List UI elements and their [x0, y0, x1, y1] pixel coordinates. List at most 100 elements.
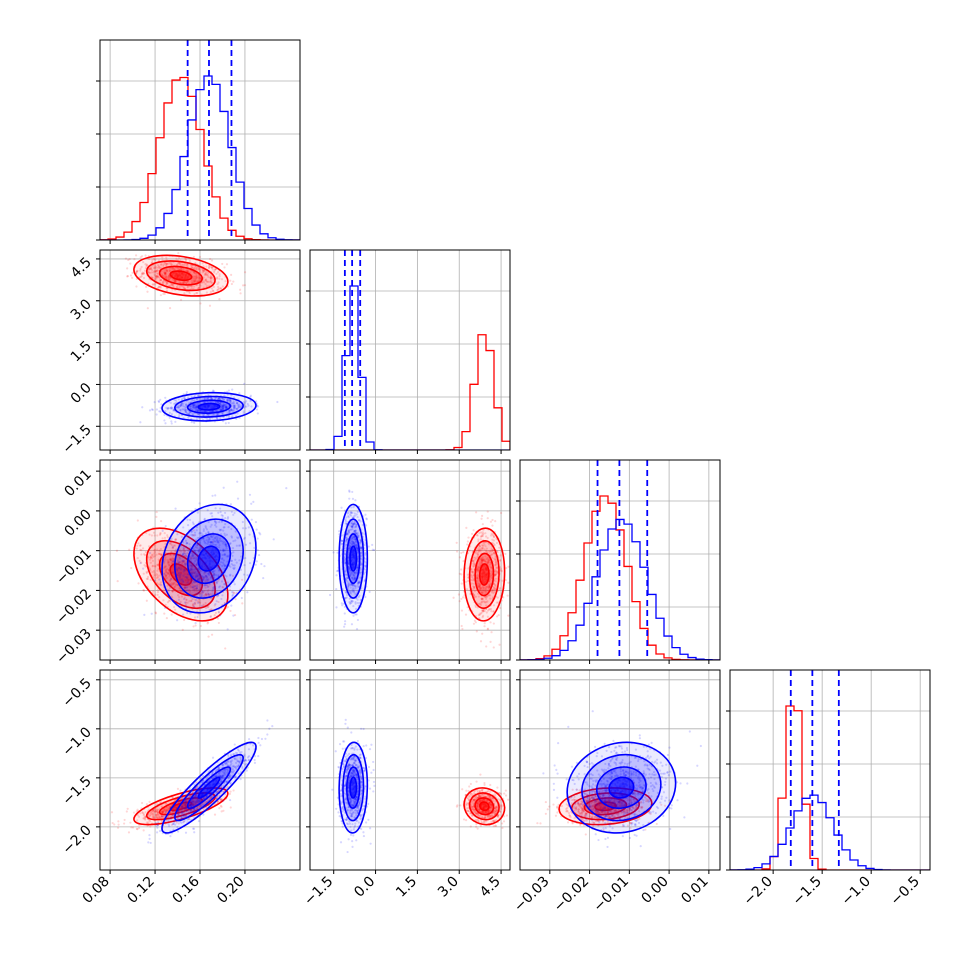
red-sample-point: [167, 561, 170, 564]
blue-sample-point: [355, 547, 359, 550]
red-sample-point: [161, 280, 164, 284]
red-sample-point: [142, 572, 145, 575]
red-sample-point: [191, 570, 194, 573]
blue-sample-point: [215, 417, 219, 420]
red-sample-point: [204, 279, 207, 282]
red-sample-point: [145, 570, 148, 573]
red-sample-point: [472, 560, 475, 564]
red-sample-point: [170, 576, 173, 580]
red-sample-point: [140, 265, 143, 269]
blue-sample-point: [206, 536, 209, 539]
blue-sample-point: [190, 554, 193, 558]
red-sample-point: [481, 610, 485, 613]
red-sample-point: [162, 599, 165, 602]
blue-sample-point: [350, 506, 353, 509]
red-sample-point: [497, 601, 500, 604]
blue-sample-point: [204, 410, 207, 413]
red-sample-point: [195, 267, 199, 270]
red-sample-point: [480, 549, 483, 552]
blue-sample-point: [230, 404, 233, 408]
blue-sample-point: [153, 401, 156, 404]
red-sample-point: [128, 257, 131, 261]
red-sample-point: [212, 285, 215, 288]
red-sample-point: [189, 569, 192, 572]
red-sample-point: [473, 563, 476, 566]
red-sample-point: [474, 604, 477, 607]
blue-sample-point: [351, 540, 354, 543]
blue-sample-point: [226, 399, 229, 402]
blue-sample-point: [181, 397, 184, 400]
red-sample-point: [157, 285, 160, 289]
red-sample-point: [152, 258, 156, 261]
blue-sample-point: [205, 584, 208, 587]
red-sample-point: [152, 569, 155, 573]
red-sample-point: [151, 553, 154, 556]
red-sample-point: [153, 549, 156, 552]
blue-sample-point: [176, 559, 179, 562]
blue-sample-point: [224, 406, 228, 409]
red-sample-point: [171, 557, 174, 560]
red-sample-point: [164, 268, 167, 272]
red-sample-point: [156, 548, 159, 551]
blue-sample-point: [346, 532, 349, 535]
blue-sample-point: [357, 596, 360, 599]
red-sample-point: [477, 549, 481, 553]
blue-sample-point: [178, 413, 181, 417]
blue-sample-point: [191, 403, 195, 406]
red-sample-point: [475, 552, 478, 555]
red-sample-point: [478, 586, 481, 590]
red-sample-point: [157, 558, 160, 561]
red-sample-point: [476, 577, 479, 580]
blue-sample-point: [184, 552, 187, 556]
blue-sample-point: [355, 627, 359, 631]
blue-sample-point: [221, 404, 224, 408]
blue-sample-point: [197, 542, 200, 546]
blue-sample-point: [192, 557, 196, 560]
red-sample-point: [140, 255, 144, 258]
blue-sample-point: [243, 564, 246, 567]
blue-sample-point: [338, 530, 341, 533]
red-sample-point: [179, 589, 182, 593]
blue-sample-point: [223, 564, 226, 568]
blue-sample-point: [348, 591, 352, 594]
red-sample-point: [482, 600, 485, 603]
red-sample-point: [191, 266, 194, 269]
red-sample-point: [155, 274, 159, 278]
blue-sample-point: [163, 560, 166, 563]
blue-sample-point: [228, 542, 232, 545]
blue-sample-point: [249, 395, 252, 398]
blue-sample-point: [150, 408, 154, 411]
red-sample-point: [165, 616, 168, 620]
red-sample-point: [117, 823, 120, 826]
blue-sample-point: [201, 547, 204, 550]
red-sample-point: [476, 565, 479, 568]
red-sample-point: [139, 256, 142, 259]
blue-sample-point: [213, 573, 216, 576]
red-sample-point: [145, 803, 149, 806]
blue-sample-point: [172, 553, 176, 556]
red-sample-point: [164, 575, 168, 578]
red-sample-point: [480, 597, 484, 601]
red-sample-point: [159, 286, 162, 289]
red-sample-point: [186, 601, 189, 604]
red-sample-point: [164, 574, 168, 577]
red-sample-point: [190, 285, 194, 288]
blue-sample-point: [234, 530, 237, 533]
red-sample-point: [145, 599, 148, 602]
blue-sample-point: [236, 412, 239, 415]
red-sample-point: [192, 279, 195, 282]
blue-sample-point: [200, 546, 203, 550]
red-histogram: [730, 705, 930, 870]
blue-sample-point: [206, 509, 209, 512]
blue-sample-point: [244, 401, 247, 404]
red-sample-point: [184, 587, 187, 590]
blue-sample-point: [177, 598, 180, 601]
red-sample-point: [159, 520, 163, 523]
red-sample-point: [174, 608, 177, 611]
blue-sample-point: [235, 561, 238, 564]
red-sample-point: [504, 552, 507, 556]
blue-sample-point: [216, 541, 219, 544]
blue-sample-point: [353, 542, 356, 545]
red-sample-point: [145, 531, 148, 535]
blue-sample-point: [193, 404, 196, 407]
